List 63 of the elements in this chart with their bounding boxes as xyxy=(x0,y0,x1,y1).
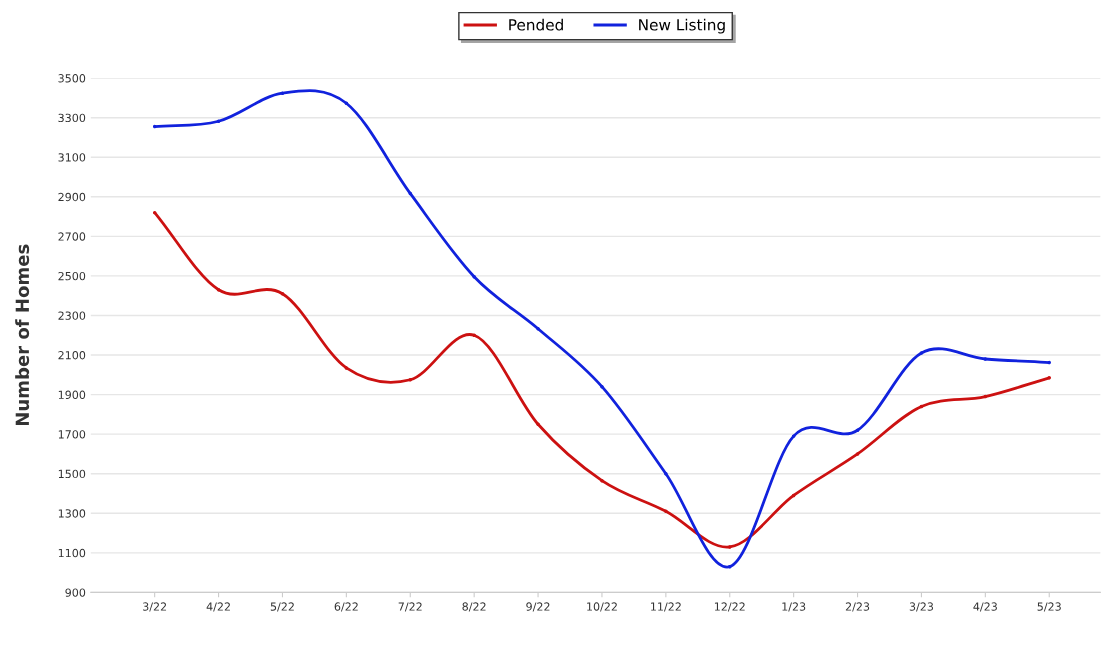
point xyxy=(791,434,796,438)
x-tick-label: 3/22 xyxy=(143,602,167,612)
legend-label: Pended xyxy=(509,18,563,31)
point xyxy=(855,428,860,432)
point xyxy=(728,545,732,549)
point xyxy=(152,124,157,129)
x-tick-label: 6/22 xyxy=(334,602,358,612)
point xyxy=(344,101,349,105)
point xyxy=(600,478,604,483)
x-tick-label: 5/22 xyxy=(270,602,294,612)
x-tick-label: 4/22 xyxy=(206,602,230,612)
y-tick-label: 1700 xyxy=(58,430,86,439)
x-tick-label: 12/22 xyxy=(714,602,745,612)
x-tick-label: 8/22 xyxy=(462,602,486,612)
point xyxy=(216,288,221,292)
y-tick-label: 3100 xyxy=(58,153,86,162)
point xyxy=(408,378,412,382)
y-tick-label: 3500 xyxy=(58,74,86,83)
point xyxy=(472,333,476,338)
point xyxy=(408,191,412,196)
line-series xyxy=(152,210,1051,549)
x-tick-label: 1/23 xyxy=(782,602,806,612)
y-axis-title: Number of Homes xyxy=(15,244,30,426)
x-tick-label: 11/22 xyxy=(651,602,681,612)
x-tick-label: 9/22 xyxy=(526,602,550,612)
point xyxy=(728,564,732,569)
x-tick-label: 10/22 xyxy=(587,602,617,612)
point xyxy=(983,394,988,399)
point xyxy=(664,509,668,514)
point xyxy=(536,422,540,427)
x-tick-label: 7/22 xyxy=(398,602,422,612)
point xyxy=(919,351,924,355)
point xyxy=(280,91,285,95)
y-tick-label: 2900 xyxy=(58,192,86,202)
point xyxy=(855,452,860,456)
x-tick-label: 2/23 xyxy=(845,602,870,612)
point xyxy=(919,404,924,409)
point xyxy=(1047,376,1051,380)
point xyxy=(536,327,540,331)
x-tick-label: 5/23 xyxy=(1037,602,1061,612)
point xyxy=(1047,360,1051,365)
point xyxy=(664,471,668,476)
y-tick-label: 2500 xyxy=(58,271,86,281)
point xyxy=(600,384,604,389)
x-tick-label: 3/23 xyxy=(909,602,934,612)
point xyxy=(216,119,221,123)
y-tick-label: 1100 xyxy=(58,548,86,558)
x-tick-label: 4/23 xyxy=(973,602,997,612)
point xyxy=(983,357,988,361)
point xyxy=(280,291,285,296)
point xyxy=(344,366,349,370)
y-tick-label: 2700 xyxy=(58,232,86,241)
y-tick-label: 1900 xyxy=(58,390,86,399)
y-tick-label: 1300 xyxy=(58,509,86,518)
point xyxy=(791,493,796,498)
y-tick-label: 1500 xyxy=(58,469,86,479)
legend-label: New Listing xyxy=(639,18,725,34)
y-tick-label: 2100 xyxy=(58,351,86,360)
y-tick-label: 2300 xyxy=(58,311,86,320)
point xyxy=(152,210,157,215)
y-tick-label: 3300 xyxy=(58,113,86,123)
y-tick-label: 900 xyxy=(65,588,86,597)
point xyxy=(472,274,476,279)
